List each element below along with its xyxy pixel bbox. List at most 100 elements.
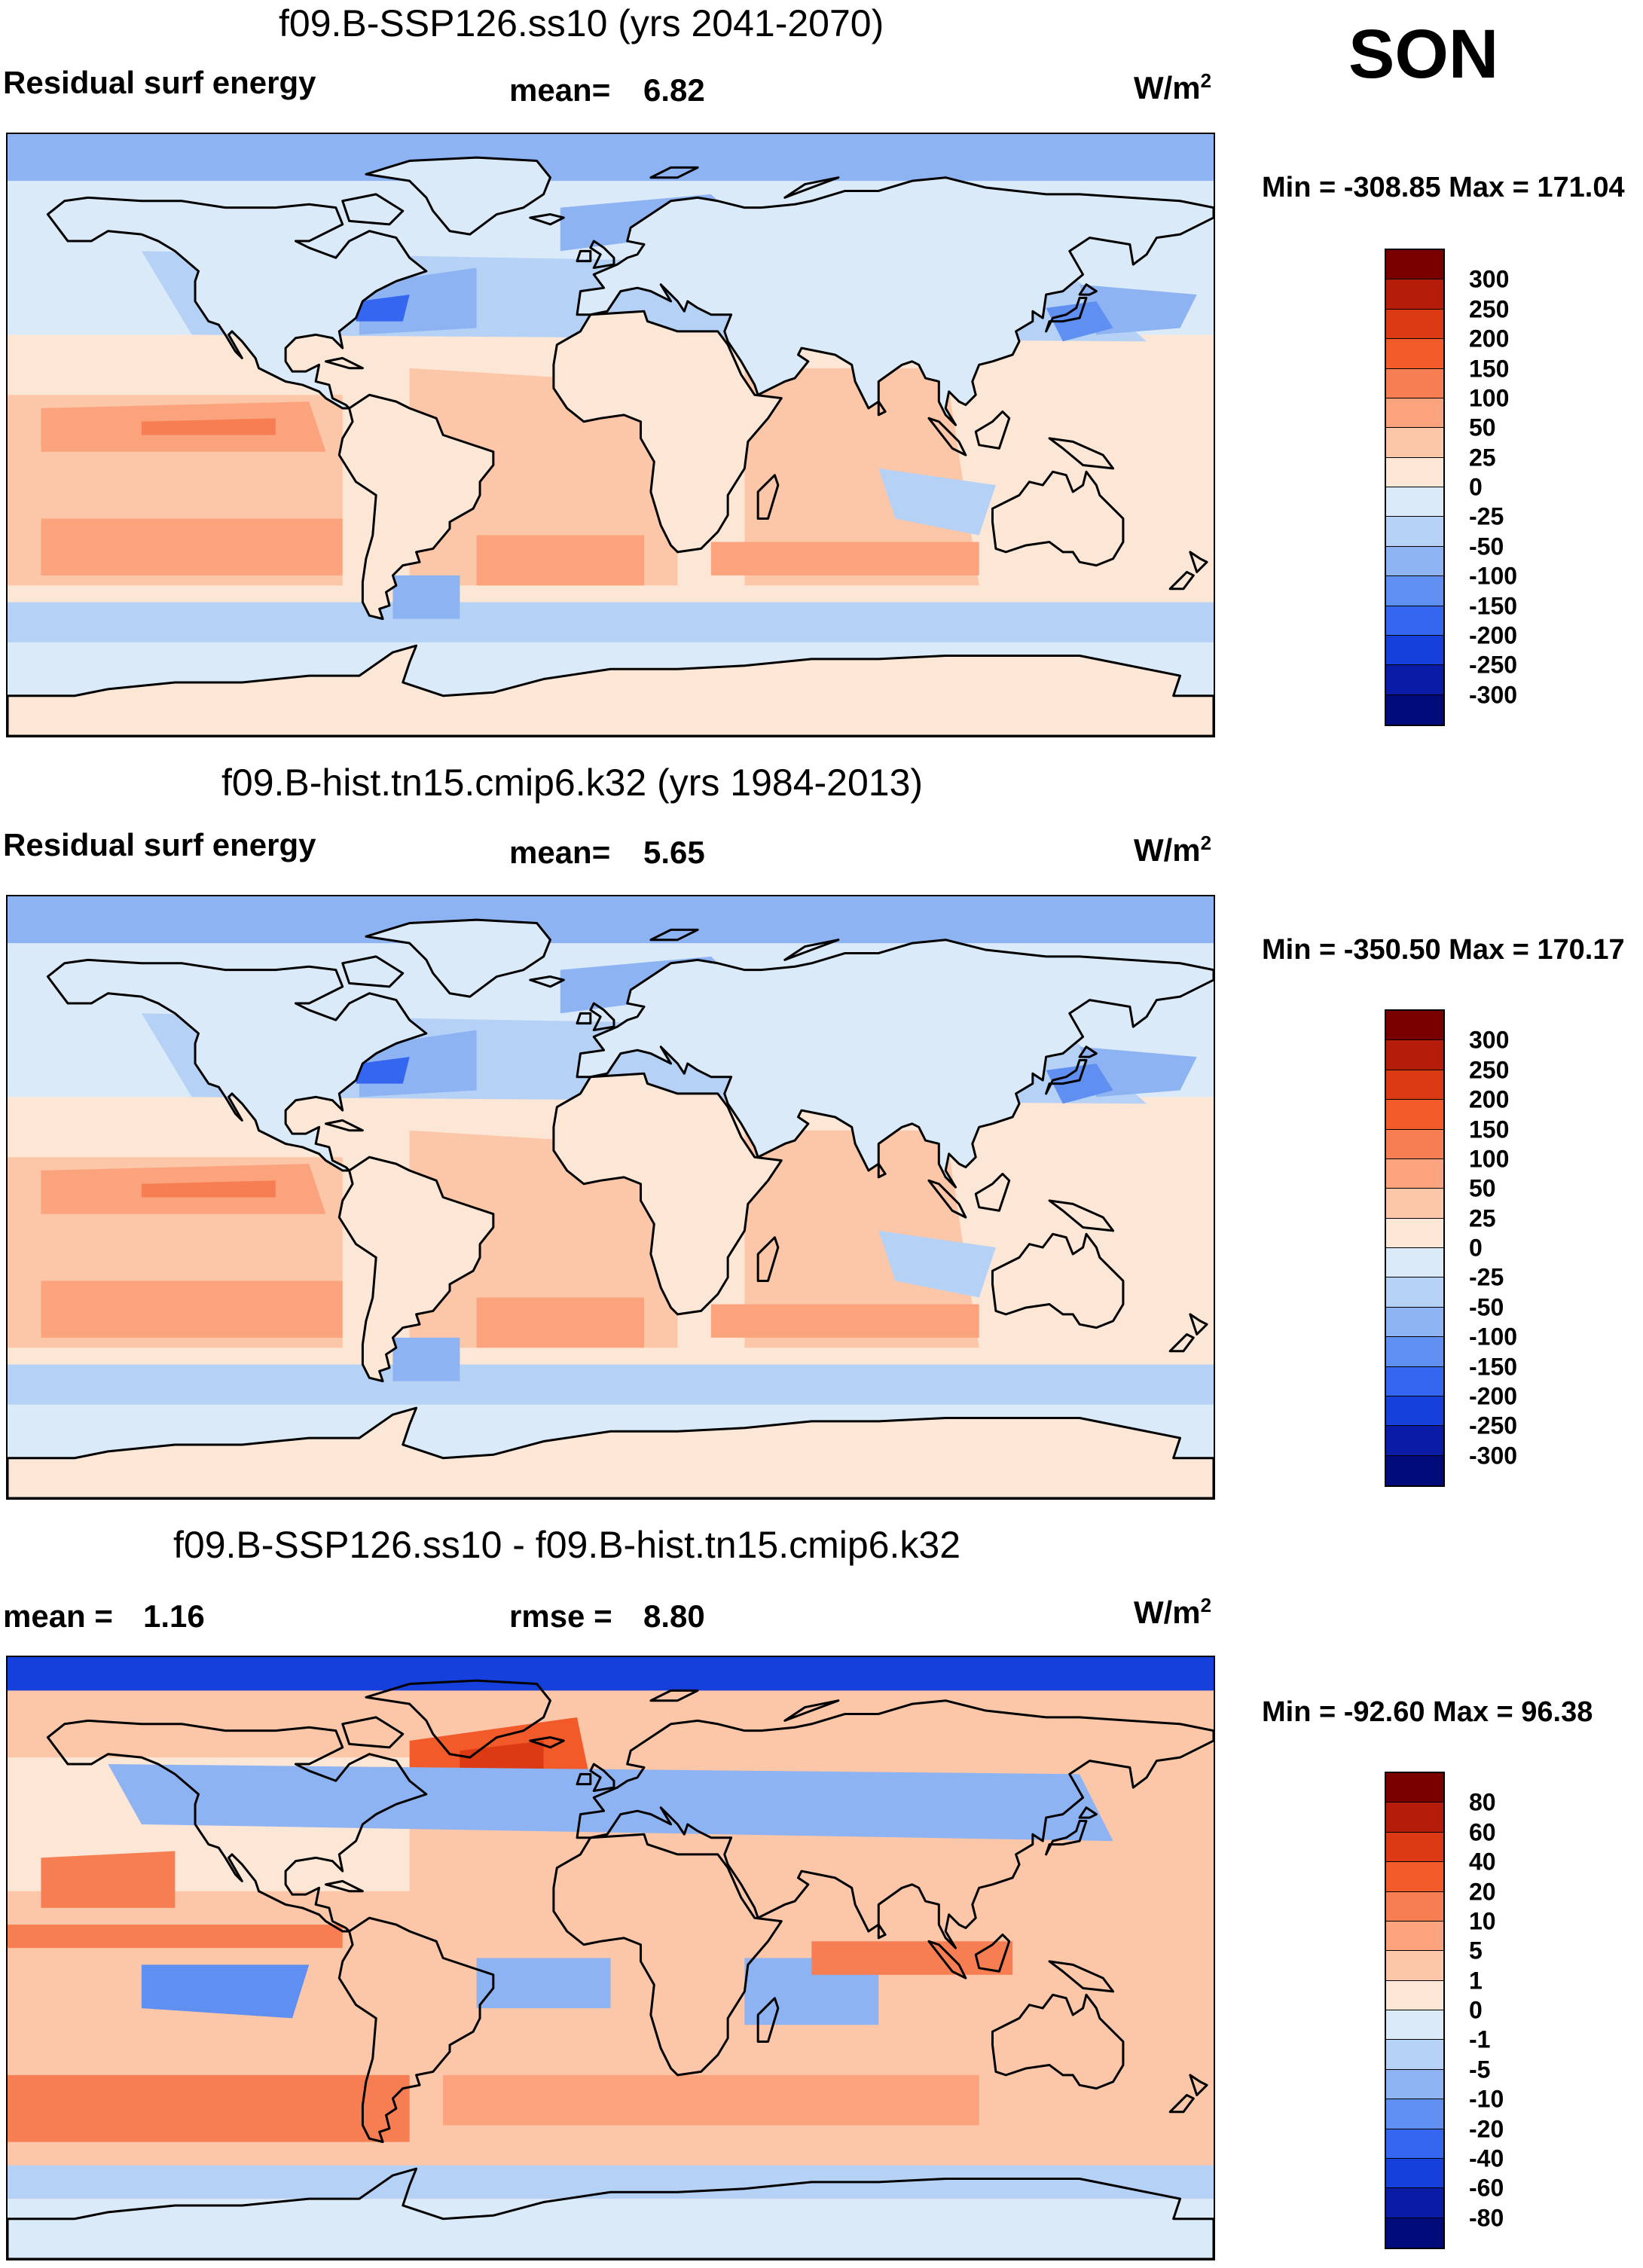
coastline-iceland bbox=[529, 213, 565, 226]
coastline-baffin bbox=[341, 1716, 405, 1749]
colorbar-tick-label: -25 bbox=[1469, 502, 1504, 530]
colorbar-tick-label: -1 bbox=[1469, 2025, 1491, 2053]
coastline-south_america bbox=[337, 1916, 495, 2144]
colorbar-box bbox=[1386, 1040, 1443, 1070]
colorbar-tick-label: 80 bbox=[1469, 1788, 1496, 1816]
coastline-sri_lanka bbox=[877, 1162, 887, 1179]
field-region bbox=[108, 1764, 1113, 1842]
colorbar-box bbox=[1386, 2158, 1443, 2189]
panel-2-minmax: Min = -350.50 Max = 170.17 bbox=[1262, 934, 1625, 966]
colorbar-box bbox=[1386, 2188, 1443, 2218]
coastline-africa bbox=[552, 310, 783, 554]
colorbar-tick-label: 200 bbox=[1469, 325, 1510, 353]
colorbar-tick-label: -50 bbox=[1469, 1293, 1504, 1321]
field-region bbox=[141, 418, 276, 435]
colorbar-tick-label: 25 bbox=[1469, 1204, 1496, 1232]
panel-3-mean-label: mean = bbox=[3, 1598, 113, 1634]
field-region bbox=[41, 518, 343, 575]
coastline-sumatra bbox=[927, 1940, 967, 1980]
colorbar-tick-label: -200 bbox=[1469, 1382, 1518, 1410]
colorbar-box bbox=[1386, 1277, 1443, 1308]
colorbar-tick-label: 5 bbox=[1469, 1937, 1483, 1964]
colorbar-box bbox=[1386, 279, 1443, 310]
coastline-hokkaido bbox=[1078, 283, 1098, 296]
coastline-svalbard bbox=[649, 928, 699, 942]
panel-1-variable-label: Residual surf energy bbox=[3, 65, 316, 100]
field-region bbox=[8, 2199, 1214, 2259]
field-region bbox=[8, 2074, 410, 2142]
coastline-madagascar bbox=[756, 1997, 780, 2043]
colorbar-tick-label: -150 bbox=[1469, 592, 1518, 619]
panel-1-units: W/m2 bbox=[1134, 69, 1212, 105]
panel-3-colorbar bbox=[1385, 1772, 1445, 2249]
field-region bbox=[141, 1180, 276, 1198]
coastline-cuba bbox=[324, 1879, 364, 1893]
field-region bbox=[365, 157, 551, 235]
coastline-svalbard bbox=[649, 166, 699, 179]
field-region bbox=[992, 472, 1123, 566]
panel-1-minmax: Min = -308.85 Max = 171.04 bbox=[1262, 172, 1625, 203]
colorbar-tick-label: -200 bbox=[1469, 621, 1518, 649]
coastline-new_zealand_s bbox=[1168, 570, 1195, 591]
coastline-south_america bbox=[337, 393, 495, 621]
field-region bbox=[1046, 301, 1113, 342]
colorbar-box bbox=[1386, 339, 1443, 369]
panel-2-map bbox=[6, 895, 1215, 1500]
panel-1-title: f09.B-SSP126.ss10 (yrs 2041-2070) bbox=[279, 2, 884, 44]
coastline-baffin bbox=[341, 193, 405, 226]
coastline-japan bbox=[1045, 1059, 1088, 1095]
field-region bbox=[577, 177, 1214, 426]
field-region bbox=[476, 535, 644, 586]
coastline-sumatra bbox=[927, 417, 967, 456]
field-region bbox=[553, 311, 782, 552]
coastline-australia bbox=[991, 1993, 1125, 2090]
field-region bbox=[443, 2074, 979, 2126]
colorbar-box bbox=[1386, 1980, 1443, 2010]
coastline-sri_lanka bbox=[877, 400, 887, 417]
colorbar-box bbox=[1386, 546, 1443, 577]
colorbar-tick-label: 0 bbox=[1469, 1234, 1483, 1262]
field-region bbox=[710, 542, 979, 575]
field-region bbox=[710, 1304, 979, 1338]
coastline-europe_asia bbox=[576, 1699, 1214, 1949]
colorbar-tick-label: -60 bbox=[1469, 2174, 1504, 2202]
field-region bbox=[47, 197, 426, 408]
colorbar-tick-label: -50 bbox=[1469, 533, 1504, 560]
field-region bbox=[8, 1657, 1214, 1691]
map-field bbox=[8, 1657, 1214, 2259]
map-field bbox=[8, 896, 1214, 1498]
coastline-madagascar bbox=[756, 1236, 780, 1282]
colorbar-tick-label: 250 bbox=[1469, 295, 1510, 323]
field-region bbox=[392, 575, 460, 619]
field-region bbox=[476, 1297, 644, 1348]
field-region bbox=[8, 2165, 1214, 2199]
panel-2-variable-label: Residual surf energy bbox=[3, 827, 316, 862]
colorbar-tick-label: 25 bbox=[1469, 444, 1496, 472]
field-region bbox=[365, 920, 551, 997]
colorbar-box bbox=[1386, 635, 1443, 666]
field-region bbox=[392, 1337, 460, 1381]
colorbar-tick-label: 20 bbox=[1469, 1878, 1496, 1905]
field-region bbox=[339, 1157, 493, 1381]
colorbar-tick-label: -250 bbox=[1469, 1412, 1518, 1439]
colorbar-box bbox=[1386, 487, 1443, 517]
field-region bbox=[8, 1408, 1214, 1498]
field-region bbox=[8, 1925, 343, 1949]
coastline-baffin bbox=[341, 955, 405, 988]
coastline-iceland bbox=[529, 1736, 565, 1749]
colorbar-box bbox=[1386, 2129, 1443, 2159]
colorbar-box bbox=[1386, 694, 1443, 725]
colorbar-box bbox=[1386, 1396, 1443, 1427]
coastline-north_america bbox=[46, 1719, 428, 1933]
colorbar-tick-label: -80 bbox=[1469, 2204, 1504, 2232]
field-region bbox=[8, 1364, 1214, 1405]
colorbar-box bbox=[1386, 368, 1443, 398]
colorbar-tick-label: 1 bbox=[1469, 1967, 1483, 1995]
panel-2-mean-value: 5.65 bbox=[643, 835, 705, 870]
coastline-new_guinea bbox=[1048, 1199, 1115, 1232]
colorbar-box bbox=[1386, 1070, 1443, 1100]
colorbar-tick-label: 10 bbox=[1469, 1907, 1496, 1935]
panel-2-mean-label: mean= bbox=[509, 835, 611, 870]
colorbar-tick-label: -100 bbox=[1469, 1323, 1518, 1351]
coastline-australia bbox=[991, 1232, 1125, 1329]
